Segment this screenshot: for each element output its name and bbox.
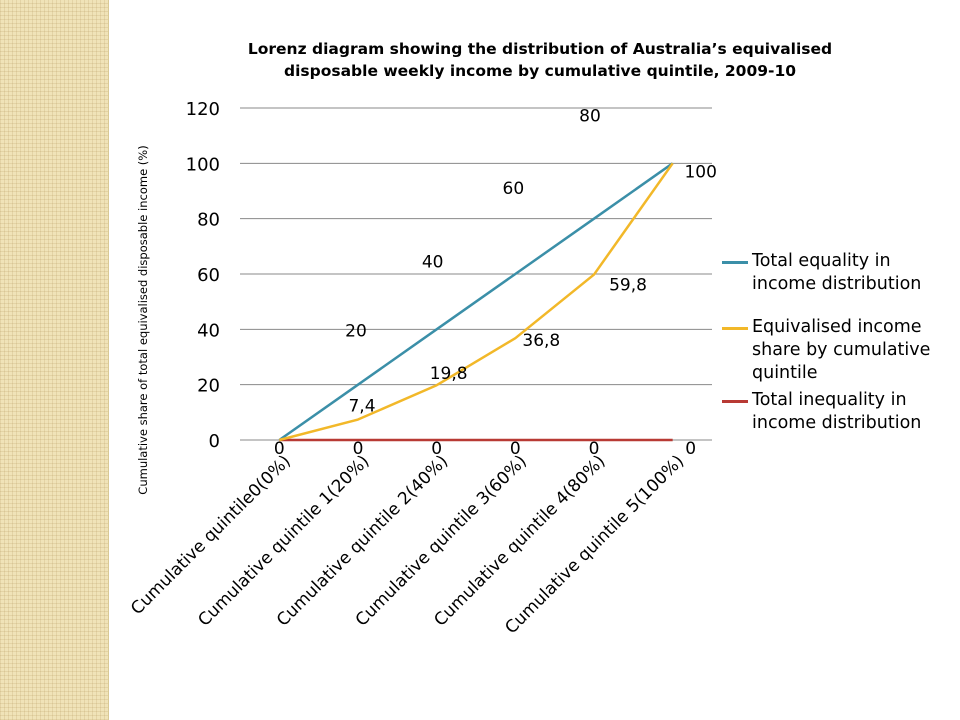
data-label-s2-3: 0 bbox=[510, 439, 521, 459]
series-line-1 bbox=[279, 162, 674, 442]
series-line-0 bbox=[278, 162, 674, 442]
y-tick-label-60: 60 bbox=[197, 265, 220, 286]
x-tick-label-1: Cumulative quintile 1(20%) bbox=[194, 451, 373, 630]
data-label-s0-4: 80 bbox=[579, 107, 601, 127]
data-label-s1-3: 36,8 bbox=[522, 331, 560, 351]
data-label-s0-1: 20 bbox=[345, 322, 367, 342]
legend-item-inequality: Total inequality in income distribution bbox=[722, 389, 954, 435]
x-tick-label-4: Cumulative quintile 4(80%) bbox=[430, 451, 609, 630]
data-label-s0-3: 60 bbox=[503, 179, 525, 199]
legend-label-inequality: Total inequality in income distribution bbox=[752, 390, 922, 433]
y-tick-label-80: 80 bbox=[197, 210, 220, 231]
legend-label-equivalised: Equivalised income share by cumulative q… bbox=[752, 317, 931, 383]
data-label-s2-5: 0 bbox=[685, 439, 696, 459]
data-label-s1-1: 7,4 bbox=[348, 397, 375, 417]
chart-title: Lorenz diagram showing the distribution … bbox=[150, 38, 930, 82]
legend-item-equivalised: Equivalised income share by cumulative q… bbox=[722, 316, 954, 385]
data-label-s2-1: 0 bbox=[353, 439, 364, 459]
data-label-s2-0: 0 bbox=[274, 439, 285, 459]
data-label-s0-2: 40 bbox=[422, 252, 444, 272]
data-label-s1-2: 19,8 bbox=[430, 364, 468, 384]
legend-label-equality: Total equality in income distribution bbox=[752, 251, 922, 294]
data-label-s1-4: 59,8 bbox=[609, 276, 647, 296]
data-label-s2-2: 0 bbox=[431, 439, 442, 459]
y-tick-label-100: 100 bbox=[186, 154, 220, 175]
legend-swatch-inequality bbox=[722, 400, 748, 403]
chart-title-line-2: disposable weekly income by cumulative q… bbox=[283, 62, 797, 80]
y-tick-label-120: 120 bbox=[186, 99, 220, 120]
legend-swatch-equivalised bbox=[722, 327, 748, 330]
x-tick-label-2: Cumulative quintile 2(40%) bbox=[273, 451, 452, 630]
legend-item-equality: Total equality in income distribution bbox=[722, 250, 954, 296]
legend-swatch-equality bbox=[722, 261, 748, 264]
decorative-side-band bbox=[0, 0, 109, 720]
x-tick-label-3: Cumulative quintile 3(60%) bbox=[352, 451, 531, 630]
chart-title-line-1: Lorenz diagram showing the distribution … bbox=[247, 40, 833, 58]
x-tick-label-0: Cumulative quintile0(0%) bbox=[127, 451, 295, 619]
y-tick-label-20: 20 bbox=[197, 376, 220, 397]
y-tick-label-0: 0 bbox=[209, 431, 220, 452]
legend: Total equality in income distribution Eq… bbox=[722, 250, 954, 435]
y-tick-label-40: 40 bbox=[197, 320, 220, 341]
data-label-s2-4: 0 bbox=[589, 439, 600, 459]
data-label-s0-5: 100 bbox=[684, 162, 716, 182]
